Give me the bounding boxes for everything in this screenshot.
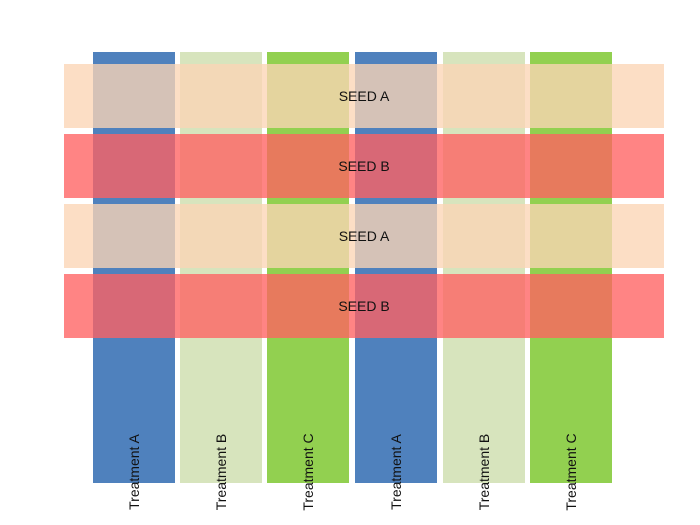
- treatment-label: Treatment A: [126, 434, 142, 510]
- seed-row: SEED B: [64, 134, 664, 198]
- seed-label: SEED A: [338, 228, 390, 244]
- treatment-label: Treatment A: [388, 434, 404, 510]
- seed-row: SEED B: [64, 274, 664, 338]
- treatment-label: Treatment C: [563, 433, 579, 511]
- seed-label: SEED A: [338, 88, 390, 104]
- seed-row: SEED A: [64, 204, 664, 268]
- seed-row: SEED A: [64, 64, 664, 128]
- seed-label: SEED B: [338, 298, 390, 314]
- treatment-label: Treatment B: [476, 433, 492, 511]
- treatment-label: Treatment C: [300, 433, 316, 511]
- treatment-label: Treatment B: [213, 433, 229, 511]
- seed-label: SEED B: [338, 158, 390, 174]
